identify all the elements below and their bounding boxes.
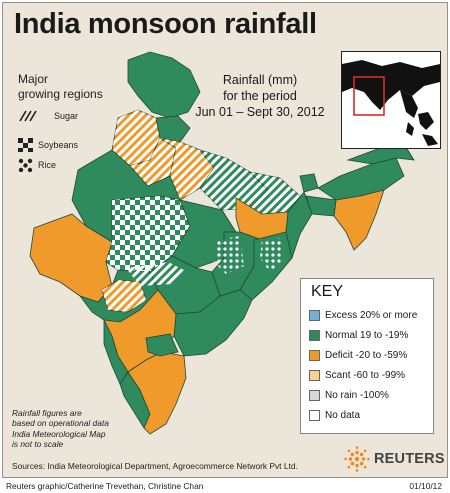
region-maharashtra-sugar <box>102 280 146 312</box>
date-text: 01/10/12 <box>409 481 442 491</box>
note-line2: based on operational data <box>12 418 109 429</box>
region-ne-deficit <box>333 189 385 251</box>
region-mp-west-soy <box>106 196 190 272</box>
key-label-no-data: No data <box>325 410 361 421</box>
no-data-swatch <box>309 410 320 421</box>
key-label-deficit: Deficit -20 to -59% <box>325 350 408 361</box>
region-andhra <box>173 289 253 357</box>
region-up-east-sugar <box>200 150 268 210</box>
data-note: Rainfall figures are based on operationa… <box>12 408 109 450</box>
note-line3: India Meteorological Map <box>12 428 106 439</box>
key-label-excess: Excess 20% or more <box>325 310 418 321</box>
region-jammu-kashmir <box>127 51 201 119</box>
region-haryana-sugar <box>130 138 176 186</box>
sugar-pattern-icon <box>19 110 37 122</box>
reuters-logo: REUTERS <box>344 446 445 472</box>
regions-legend-line1: Major <box>18 72 49 86</box>
key-item-no-rain: No rain -100% <box>309 390 389 401</box>
map-title: India monsoon rainfall <box>14 8 317 40</box>
region-sikkim <box>299 173 319 193</box>
region-maharashtra-soy <box>126 262 184 286</box>
region-rayalaseema <box>145 333 179 357</box>
key-item-normal: Normal 19 to -19% <box>309 330 408 341</box>
legend-label-sugar: Sugar <box>54 111 79 121</box>
no-rain-swatch <box>309 390 320 401</box>
note-line4: is not to scale <box>12 439 64 450</box>
key-item-excess: Excess 20% or more <box>309 310 417 321</box>
credit-text: Reuters graphic/Catherine Trevethan, Chr… <box>6 481 204 491</box>
deficit-swatch <box>309 350 320 361</box>
key-item-scant: Scant -60 to -99% <box>309 370 405 381</box>
region-up-west-sugar <box>160 138 214 200</box>
region-odisha-rice <box>260 238 284 272</box>
period-line3: Jun 01 – Sept 30, 2012 <box>195 105 325 119</box>
key-legend: KEY Excess 20% or more Normal 19 to -19%… <box>300 278 434 434</box>
region-uttarakhand <box>155 115 191 143</box>
legend-item-rice: Rice <box>18 158 56 172</box>
locator-map <box>342 52 440 148</box>
key-item-no-data: No data <box>309 410 360 421</box>
region-chhattisgarh-rice <box>214 236 244 274</box>
legend-item-soybeans: Soybeans <box>18 138 78 152</box>
region-bihar-sugar <box>250 172 300 214</box>
legend-item-sugar: Sugar <box>18 110 78 122</box>
period-caption: Rainfall (mm) for the period Jun 01 – Se… <box>190 72 330 120</box>
region-punjab-sugar <box>112 110 160 166</box>
rice-pattern-icon <box>18 158 33 172</box>
period-line1: Rainfall (mm) <box>222 73 298 87</box>
reuters-dots-icon <box>344 446 370 472</box>
key-title: KEY <box>311 283 344 300</box>
locator-highlight <box>353 76 385 116</box>
legend-label-rice: Rice <box>38 160 57 170</box>
scant-swatch <box>309 370 320 381</box>
period-line2: for the period <box>223 89 297 103</box>
region-assam <box>317 157 405 201</box>
normal-swatch <box>309 330 320 341</box>
sources-text: Sources: India Meteorological Department… <box>12 461 298 471</box>
locator-inset <box>341 51 441 149</box>
excess-swatch <box>309 310 320 321</box>
key-label-scant: Scant -60 to -99% <box>325 370 406 381</box>
reuters-wordmark: REUTERS <box>374 451 445 467</box>
soybeans-pattern-icon <box>18 138 33 152</box>
key-label-no-rain: No rain -100% <box>325 390 389 401</box>
note-line1: Rainfall figures are <box>12 408 82 418</box>
legend-label-soybeans: Soybeans <box>38 140 79 150</box>
key-item-deficit: Deficit -20 to -59% <box>309 350 407 361</box>
regions-legend-heading: Major growing regions <box>18 72 103 102</box>
key-label-normal: Normal 19 to -19% <box>325 330 409 341</box>
regions-legend-line2: growing regions <box>18 87 103 101</box>
